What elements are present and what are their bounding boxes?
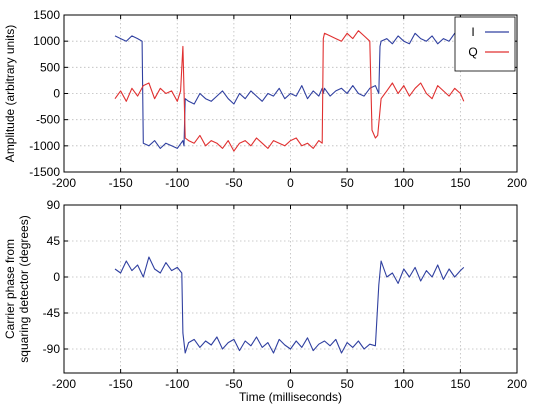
amplitude-ytick-label-5: 1000 bbox=[33, 34, 60, 48]
amplitude-xtick-label-4: 0 bbox=[287, 176, 294, 190]
phase-ytick-label-3: 45 bbox=[47, 234, 61, 248]
amplitude-legend-label-q: Q bbox=[468, 45, 477, 59]
phase-ytick-label-2: 0 bbox=[53, 270, 60, 284]
amplitude-ylabel: Amplitude (arbitrary units) bbox=[3, 25, 17, 162]
phase-xtick-label-0: -200 bbox=[52, 377, 76, 391]
amplitude-xtick-label-7: 150 bbox=[450, 176, 470, 190]
phase-ytick-label-4: 90 bbox=[47, 198, 61, 212]
amplitude-ytick-label-3: 0 bbox=[53, 87, 60, 101]
amplitude-ytick-label-4: 500 bbox=[40, 60, 60, 74]
amplitude-ytick-label-6: 1500 bbox=[33, 8, 60, 22]
phase-series-line-0 bbox=[114, 256, 465, 354]
amplitude-series-line-q bbox=[114, 30, 465, 152]
phase-series-group bbox=[114, 256, 465, 354]
amplitude-series-group bbox=[114, 30, 465, 152]
phase-xtick-label-6: 100 bbox=[394, 377, 414, 391]
amplitude-xtick-label-8: 200 bbox=[507, 176, 527, 190]
phase-ylabel-line-1: squaring detector (degrees) bbox=[17, 215, 31, 362]
phase-xlabel: Time (milliseconds) bbox=[239, 390, 342, 404]
phase-xtick-label-3: -50 bbox=[225, 377, 243, 391]
amplitude-ytick-label-0: -1500 bbox=[29, 165, 60, 179]
phase-ylabel-line-0: Carrier phase from bbox=[3, 239, 17, 339]
phase-xtick-label-8: 200 bbox=[507, 377, 527, 391]
amplitude-ytick-label-2: -500 bbox=[36, 113, 60, 127]
phase-ytick-label-0: -90 bbox=[43, 342, 61, 356]
amplitude-ytick-label-1: -1000 bbox=[29, 139, 60, 153]
phase-xtick-label-7: 150 bbox=[450, 377, 470, 391]
amplitude-xtick-label-1: -150 bbox=[109, 176, 133, 190]
amplitude-xtick-label-2: -100 bbox=[165, 176, 189, 190]
amplitude-series-line-i bbox=[114, 30, 465, 149]
amplitude-xtick-label-5: 50 bbox=[340, 176, 354, 190]
phase-xtick-label-1: -150 bbox=[109, 377, 133, 391]
amplitude-legend: IQ bbox=[454, 16, 516, 72]
amplitude-legend-box bbox=[454, 16, 516, 72]
carrier-phase-plot: -200 -150 -100 -50 0 50 100 150 200 -90 -45 0 45 90 Ca… bbox=[3, 198, 527, 404]
phase-xtick-label-4: 0 bbox=[287, 377, 294, 391]
amplitude-xtick-label-0: -200 bbox=[52, 176, 76, 190]
phase-xtick-label-2: -100 bbox=[165, 377, 189, 391]
phase-xtick-label-5: 50 bbox=[340, 377, 354, 391]
amplitude-xtick-label-6: 100 bbox=[394, 176, 414, 190]
phase-ytick-label-1: -45 bbox=[43, 306, 61, 320]
amplitude-plot: -200 -150 -100 -50 0 50 100 150 200-1500-1000-50… bbox=[3, 8, 527, 190]
amplitude-legend-label-i: I bbox=[471, 25, 474, 39]
amplitude-xtick-label-3: -50 bbox=[225, 176, 243, 190]
